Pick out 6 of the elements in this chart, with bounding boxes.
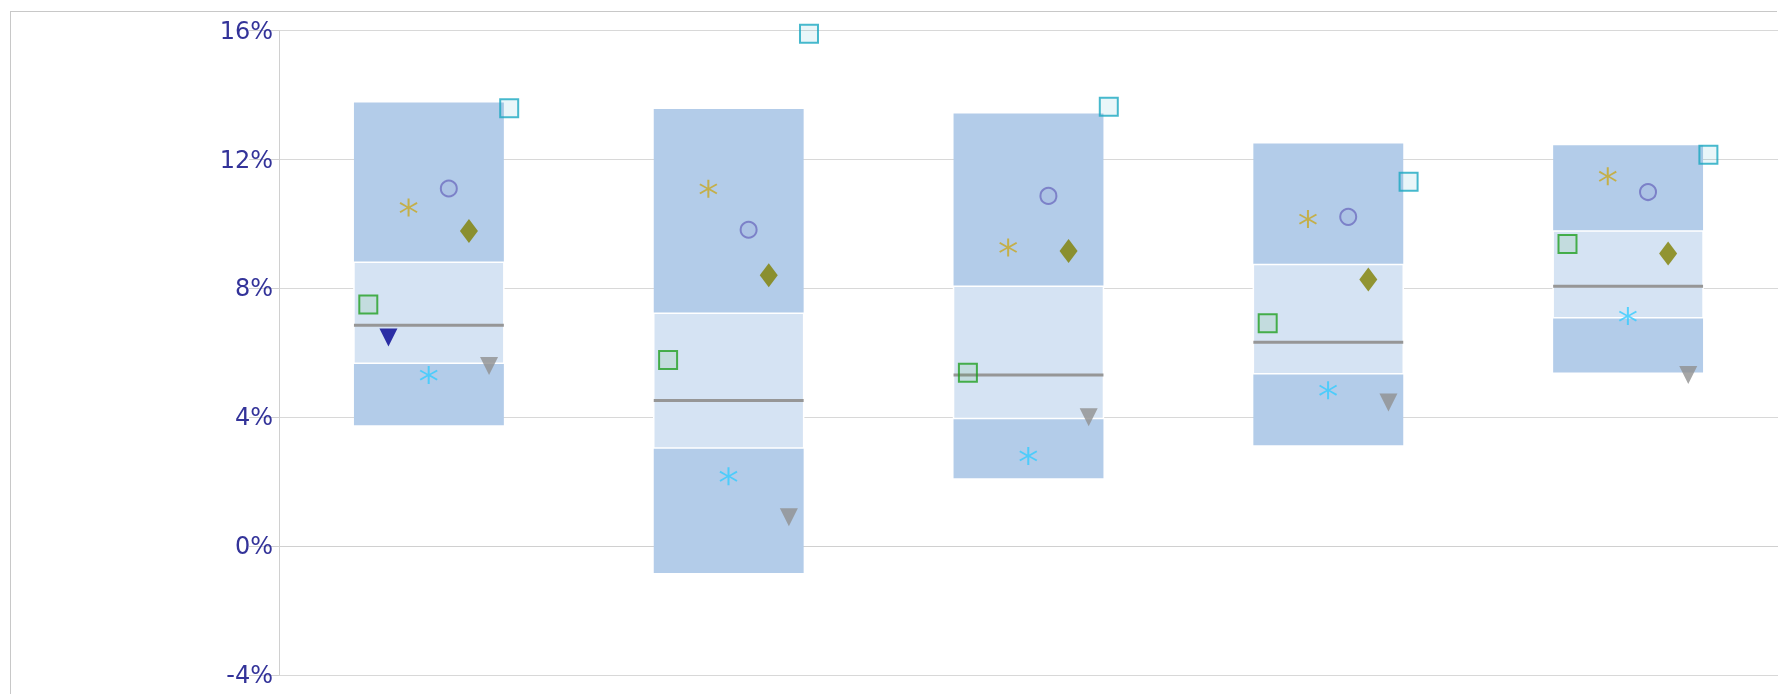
y-tick-label: -4% <box>226 661 273 690</box>
y-tick-label: 16% <box>219 16 273 45</box>
y-tick-label: 8% <box>234 274 273 303</box>
y-tick-label: 0% <box>234 532 273 561</box>
y-tick-label: 4% <box>234 403 273 432</box>
y-tick-label: 12% <box>219 145 273 174</box>
